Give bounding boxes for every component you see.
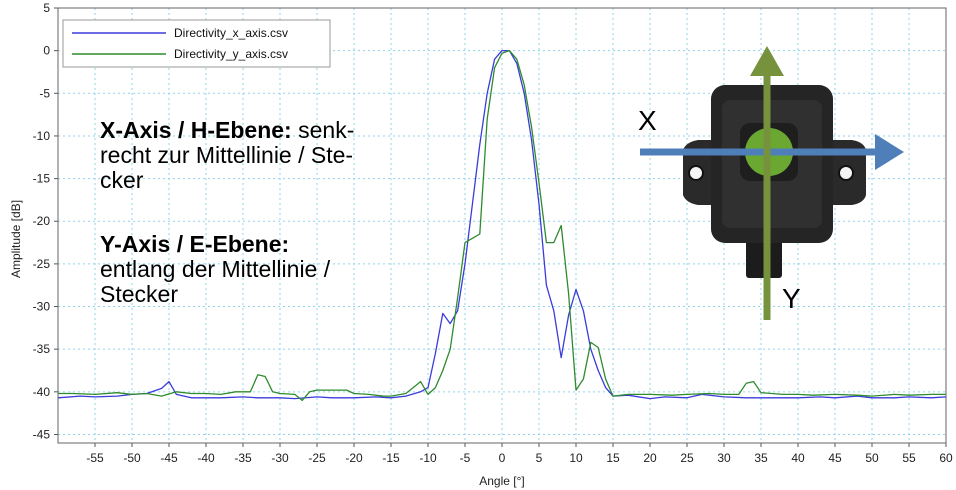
x-tick-label: 15 — [606, 451, 620, 465]
x-tick-label: -30 — [271, 451, 289, 465]
x-tick-label: 60 — [939, 451, 953, 465]
x-tick-label: 5 — [536, 451, 543, 465]
x-tick-label: 30 — [717, 451, 731, 465]
x-tick-label: -50 — [123, 451, 141, 465]
series-line-y-axis — [58, 49, 946, 402]
x-axis-annotation-text-3: cker — [100, 167, 144, 193]
x-tick-label: -5 — [460, 451, 471, 465]
data-series — [57, 49, 947, 402]
y-tick-label: -10 — [33, 129, 51, 143]
x-tick-label: 25 — [680, 451, 694, 465]
x-tick-label: -55 — [86, 451, 104, 465]
x-axis-annotation-title: X-Axis / H-Ebene: — [100, 117, 292, 143]
x-axis-arrow-head — [875, 134, 904, 170]
y-tick-label: -30 — [33, 300, 51, 314]
x-tick-label: -25 — [308, 451, 326, 465]
sensor-mount-hole-right — [838, 165, 854, 181]
y-tick-label: 5 — [43, 1, 50, 15]
y-tick-label: 0 — [43, 44, 50, 58]
axes: -55 -50 -45 -40 -35 -30 -25 -20 -15 -10 -5 0 5 10 15 20… — [33, 1, 953, 465]
x-tick-label: -45 — [160, 451, 178, 465]
y-axis-annotation-text-1: entlang der Mittellinie / — [100, 256, 331, 282]
y-tick-label: -35 — [33, 342, 51, 356]
y-axis-arrow-head — [750, 46, 784, 76]
x-tick-label: -10 — [419, 451, 437, 465]
x-tick-label: -15 — [382, 451, 400, 465]
y-axis-title: Amplitude [dB] — [9, 200, 23, 278]
legend: Directivity_x_axis.csv Directivity_y_axi… — [62, 19, 331, 68]
y-axis-annotation-title: Y-Axis / E-Ebene: — [100, 231, 290, 257]
x-tick-label: 55 — [902, 451, 916, 465]
y-axis-annotation: Y-Axis / E-Ebene: entlang der Mittellini… — [100, 232, 440, 307]
x-tick-label: -35 — [234, 451, 252, 465]
x-tick-label: 0 — [499, 451, 506, 465]
x-tick-label: 20 — [643, 451, 657, 465]
y-tick-label: -15 — [33, 172, 51, 186]
sensor-mount-hole-left — [688, 165, 704, 181]
x-tick-label: 35 — [754, 451, 768, 465]
y-tick-label: -20 — [33, 214, 51, 228]
x-tick-label: -40 — [197, 451, 215, 465]
plot-frame — [57, 7, 947, 444]
y-tick-label: -25 — [33, 257, 51, 271]
y-tick-label: -45 — [33, 427, 51, 441]
sensor-y-label: Y — [782, 283, 801, 314]
x-axis-annotation-text-1: senk- — [291, 117, 355, 143]
legend-label-x-axis: Directivity_x_axis.csv — [174, 26, 288, 40]
x-tick-label: 10 — [569, 451, 583, 465]
legend-label-y-axis: Directivity_y_axis.csv — [174, 47, 288, 61]
sensor-x-label: X — [638, 105, 657, 136]
x-tick-label: -20 — [345, 451, 363, 465]
x-axis-annotation: X-Axis / H-Ebene: senk- recht zur Mittel… — [100, 118, 440, 193]
y-tick-label: -40 — [33, 385, 51, 399]
x-axis-annotation-text-2: recht zur Mittellinie / Ste- — [100, 142, 354, 168]
legend-box — [62, 19, 331, 68]
sensor-graphic — [640, 46, 904, 320]
x-tick-label: 45 — [828, 451, 842, 465]
y-axis-annotation-text-2: Stecker — [100, 281, 178, 307]
series-line-x-axis — [57, 49, 947, 400]
x-axis-title: Angle [°] — [479, 474, 525, 488]
x-tick-label: 40 — [791, 451, 805, 465]
x-tick-label: 50 — [865, 451, 879, 465]
y-tick-label: -5 — [39, 86, 50, 100]
